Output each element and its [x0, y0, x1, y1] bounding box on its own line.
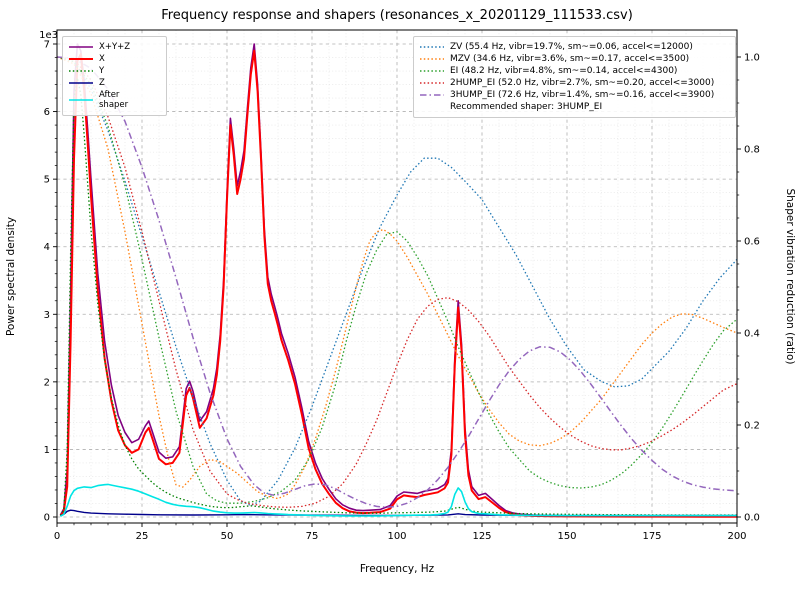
x-tick-label: 25 — [136, 531, 149, 542]
left-axis-multiplier: 1e3 — [39, 30, 58, 41]
left-tick-label: 1 — [44, 445, 50, 456]
right-tick-label: 0.6 — [744, 237, 760, 248]
legend-item-xyz: X+Y+Z — [68, 42, 160, 52]
series-y-line — [59, 77, 737, 516]
left-axis-label: Power spectral density — [5, 217, 17, 336]
x-tick-label: 200 — [727, 531, 746, 542]
legend-item-2hump-ei: 2HUMP_EI (52.0 Hz, vibr=2.7%, sm~=0.20, … — [419, 78, 729, 88]
legend-line-sample-xyz — [68, 42, 94, 52]
legend-psd: X+Y+Z X Y Z After shaper — [62, 36, 167, 116]
x-tick-label: 50 — [221, 531, 234, 542]
left-tick-label: 2 — [44, 377, 50, 388]
legend-item-zv: ZV (55.4 Hz, vibr=19.7%, sm~=0.06, accel… — [419, 42, 729, 52]
series-3hump-ei-line — [56, 56, 738, 509]
legend-item-3hump-ei: 3HUMP_EI (72.6 Hz, vibr=1.4%, sm~=0.16, … — [419, 90, 729, 100]
legend-label-z: Z — [99, 78, 105, 88]
legend-line-sample-y — [68, 66, 94, 76]
legend-line-sample-zv — [419, 42, 445, 52]
legend-label-2hump-ei: 2HUMP_EI (52.0 Hz, vibr=2.7%, sm~=0.20, … — [450, 78, 715, 88]
legend-label-zv: ZV (55.4 Hz, vibr=19.7%, sm~=0.06, accel… — [450, 42, 693, 52]
legend-item-z: Z — [68, 78, 160, 88]
chart-title: Frequency response and shapers (resonanc… — [161, 8, 633, 23]
legend-label-x: X — [99, 54, 105, 64]
legend-item-y: Y — [68, 66, 160, 76]
left-tick-label: 5 — [44, 175, 50, 186]
legend-label-ei: EI (48.2 Hz, vibr=4.8%, sm~=0.14, accel<… — [450, 66, 678, 76]
legend-line-sample-ei — [419, 66, 445, 76]
right-tick-label: 1.0 — [744, 53, 760, 64]
left-tick-label: 0 — [44, 513, 50, 524]
legend-item-after-shaper: After shaper — [68, 90, 160, 110]
left-tick-label: 7 — [44, 40, 50, 51]
series-after-shaper-line — [59, 483, 737, 517]
left-tick-label: 4 — [44, 242, 50, 253]
left-tick-label: 3 — [44, 310, 50, 321]
legend-label-y: Y — [99, 66, 105, 76]
right-tick-label: 0.2 — [744, 421, 760, 432]
x-axis-label: Frequency, Hz — [360, 563, 435, 575]
legend-label-3hump-ei: 3HUMP_EI (72.6 Hz, vibr=1.4%, sm~=0.16, … — [450, 90, 715, 100]
series-2hump-ei-line — [56, 56, 738, 508]
x-tick-label: 125 — [472, 531, 491, 542]
right-tick-label: 0.4 — [744, 329, 760, 340]
x-tick-label: 175 — [642, 531, 661, 542]
x-tick-label: 100 — [387, 531, 406, 542]
legend-label-xyz: X+Y+Z — [99, 42, 131, 52]
series-zv-line — [56, 56, 738, 507]
x-tick-label: 0 — [54, 531, 60, 542]
legend-item-recommended: Recommended shaper: 3HUMP_EI — [419, 102, 729, 112]
legend-line-sample-mzv — [419, 54, 445, 64]
left-tick-label: 6 — [44, 107, 50, 118]
legend-shapers: ZV (55.4 Hz, vibr=19.7%, sm~=0.06, accel… — [413, 36, 736, 118]
legend-spacer — [419, 102, 445, 112]
legend-line-sample-x — [68, 54, 94, 64]
legend-line-sample-2hump-ei — [419, 78, 445, 88]
series-x-line — [59, 49, 737, 518]
legend-label-after-shaper: After shaper — [99, 90, 129, 110]
legend-item-mzv: MZV (34.6 Hz, vibr=3.6%, sm~=0.17, accel… — [419, 54, 729, 64]
recommended-shaper-text: Recommended shaper: 3HUMP_EI — [450, 102, 603, 112]
legend-item-x: X — [68, 54, 160, 64]
legend-line-sample-3hump-ei — [419, 90, 445, 100]
series-mzv-line — [56, 56, 738, 500]
right-axis-label: Shaper vibration reduction (ratio) — [784, 188, 796, 364]
right-tick-label: 0.0 — [744, 513, 760, 524]
x-tick-label: 150 — [557, 531, 576, 542]
legend-item-ei: EI (48.2 Hz, vibr=4.8%, sm~=0.14, accel<… — [419, 66, 729, 76]
legend-label-mzv: MZV (34.6 Hz, vibr=3.6%, sm~=0.17, accel… — [450, 54, 690, 64]
legend-line-sample-after-shaper — [68, 95, 94, 105]
legend-line-sample-z — [68, 78, 94, 88]
right-tick-label: 0.8 — [744, 145, 760, 156]
x-tick-label: 75 — [306, 531, 319, 542]
